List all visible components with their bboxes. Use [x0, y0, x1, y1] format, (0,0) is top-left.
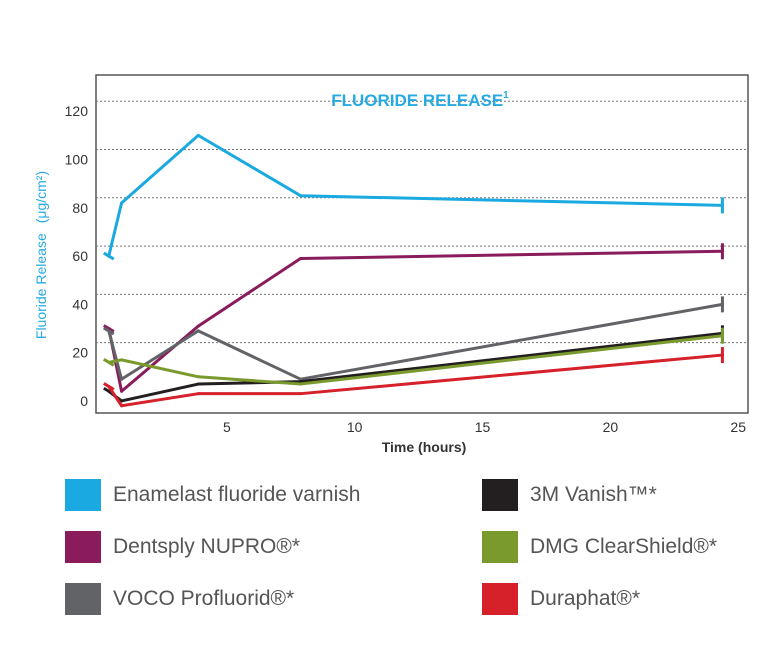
legend-swatch — [482, 583, 518, 615]
legend-swatch — [65, 531, 101, 563]
y-axis-label: Fluoride Release(μg/cm²) — [33, 171, 49, 339]
data-point — [120, 377, 124, 381]
data-point — [120, 399, 124, 403]
chart-title-superscript: 1 — [503, 90, 509, 101]
data-point — [299, 194, 303, 198]
series-lines — [103, 133, 724, 408]
error-bar — [103, 326, 115, 336]
data-point — [120, 201, 124, 205]
legend-item: Duraphat®* — [482, 582, 640, 616]
y-tick-label: 0 — [80, 393, 88, 409]
data-point — [196, 133, 200, 137]
data-point — [196, 375, 200, 379]
x-tick-label: 15 — [475, 419, 491, 435]
error-bar — [103, 324, 115, 333]
legend-swatch — [65, 479, 101, 511]
y-axis-ticks: 0 20 40 60 80 100 120 — [65, 103, 89, 409]
legend-label: Enamelast fluoride varnish — [113, 483, 361, 506]
x-tick-label: 20 — [603, 419, 619, 435]
chart-title: FLUORIDE RELEASE1 — [331, 90, 509, 110]
legend-label: Duraphat®* — [530, 587, 641, 610]
data-point — [196, 382, 200, 386]
x-axis-label: Time (hours) — [382, 439, 467, 455]
error-bar — [103, 382, 115, 391]
y-tick-label: 60 — [72, 248, 88, 264]
data-point — [196, 329, 200, 333]
x-axis-ticks: 5 10 15 20 25 — [223, 419, 746, 435]
legend-label: DMG ClearShield®* — [530, 535, 718, 558]
legend-label: 3M Vanish™* — [530, 483, 657, 506]
data-point — [120, 404, 124, 408]
legend-item: Enamelast fluoride varnish — [65, 478, 360, 512]
error-bar — [103, 251, 115, 261]
y-tick-label: 100 — [65, 152, 89, 168]
x-tick-label: 25 — [730, 419, 746, 435]
y-tick-label: 20 — [72, 345, 88, 361]
data-point — [120, 358, 124, 362]
data-point — [299, 392, 303, 396]
legend-swatch — [65, 583, 101, 615]
data-point — [299, 377, 303, 381]
data-point — [299, 380, 303, 384]
data-point — [120, 389, 124, 393]
error-bar — [103, 358, 115, 367]
x-tick-label: 10 — [347, 419, 363, 435]
legend-swatch — [482, 531, 518, 563]
legend-item: VOCO Profluorid®* — [65, 582, 294, 616]
legend-item: Dentsply NUPRO®* — [65, 530, 300, 564]
plot-frame — [95, 74, 749, 414]
x-tick-label: 5 — [223, 419, 231, 435]
data-point — [299, 256, 303, 260]
y-tick-label: 120 — [65, 103, 89, 119]
legend-swatch — [482, 479, 518, 511]
legend-label: Dentsply NUPRO®* — [113, 535, 301, 558]
legend-label: VOCO Profluorid®* — [113, 587, 295, 610]
y-tick-label: 40 — [72, 296, 88, 312]
data-point — [299, 382, 303, 386]
legend-item: DMG ClearShield®* — [482, 530, 717, 564]
data-point — [196, 324, 200, 328]
legend-item: 3M Vanish™* — [482, 478, 657, 512]
y-tick-label: 80 — [72, 200, 88, 216]
data-point — [196, 392, 200, 396]
